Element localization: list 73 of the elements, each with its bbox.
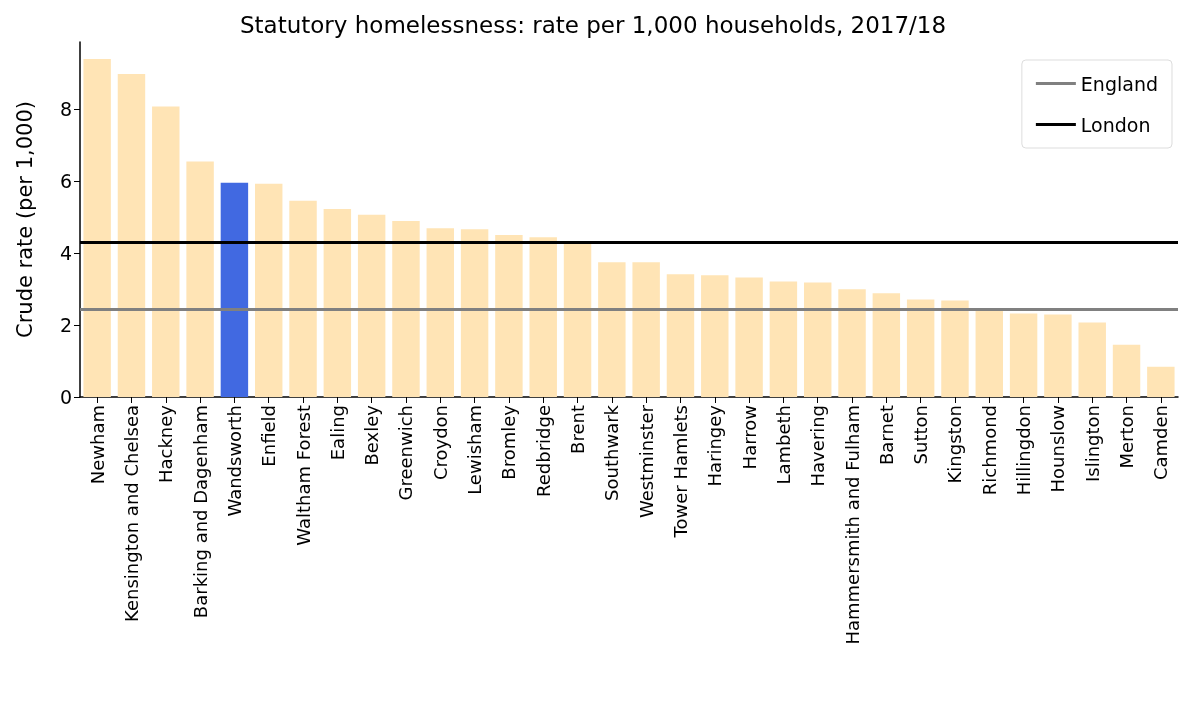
bar xyxy=(735,277,763,397)
bar xyxy=(357,214,386,397)
bar xyxy=(529,237,557,397)
bar xyxy=(769,281,798,397)
bar xyxy=(872,293,901,397)
x-tick-label: Enfield xyxy=(258,405,280,467)
x-tick-label: Richmond xyxy=(978,405,1000,496)
x-tick-label: Merton xyxy=(1116,405,1138,469)
x-tick-label: Westminster xyxy=(635,404,657,519)
bar xyxy=(323,209,352,397)
x-tick-label: Southwark xyxy=(601,404,623,501)
y-tick-label: 6 xyxy=(59,169,72,192)
chart-title: Statutory homelessness: rate per 1,000 households, 2017/18 xyxy=(239,11,947,38)
x-tick-label: Lewisham xyxy=(464,405,486,495)
bar xyxy=(392,220,420,397)
x-tick-label: Redbridge xyxy=(532,405,554,497)
bar xyxy=(289,200,317,397)
x-tick-label: Hackney xyxy=(155,404,177,484)
bar xyxy=(426,228,455,397)
x-tick-label: Bexley xyxy=(361,404,383,466)
x-tick-label: Haringey xyxy=(704,404,726,487)
legend-label: England xyxy=(1080,72,1159,95)
bar xyxy=(632,262,660,397)
bar xyxy=(701,275,729,397)
bar xyxy=(117,74,146,397)
y-tick-label: 0 xyxy=(59,386,72,408)
bar xyxy=(598,262,626,397)
x-tick-label: Wandsworth xyxy=(223,405,245,517)
bar xyxy=(563,241,592,397)
x-tick-label: Sutton xyxy=(910,405,932,465)
bar xyxy=(152,106,180,397)
bar xyxy=(495,234,523,397)
x-tick-label: Lambeth xyxy=(772,405,794,485)
bar xyxy=(838,289,866,397)
bar xyxy=(666,274,695,397)
bar xyxy=(1009,313,1038,397)
y-axis-title: Crude rate (per 1,000) xyxy=(12,101,37,338)
bar xyxy=(220,182,249,397)
x-tick-label: Kingston xyxy=(944,405,966,484)
y-tick-label: 4 xyxy=(59,241,72,264)
x-tick-label: Kensington and Chelsea xyxy=(120,405,142,622)
x-tick-label: Greenwich xyxy=(395,405,417,501)
bar xyxy=(906,299,935,397)
bar xyxy=(83,58,111,397)
y-tick-label: 8 xyxy=(59,97,72,120)
x-tick-label: Bromley xyxy=(498,404,520,480)
x-tick-label: Hounslow xyxy=(1047,405,1069,493)
x-tick-label: Hillingdon xyxy=(1013,405,1035,496)
x-tick-label: Islington xyxy=(1081,405,1103,483)
x-tick-label: Tower Hamlets xyxy=(669,405,691,539)
x-tick-label: Harrow xyxy=(738,405,760,470)
bar xyxy=(1078,322,1106,397)
x-tick-label: Waltham Forest xyxy=(292,405,314,546)
bar xyxy=(186,161,214,397)
x-tick-label: Hammersmith and Fulham xyxy=(841,405,863,645)
x-tick-label: Croydon xyxy=(429,405,451,481)
bar xyxy=(1044,314,1072,397)
legend-label: London xyxy=(1080,113,1151,136)
bar xyxy=(460,229,489,397)
bar xyxy=(1147,366,1175,397)
bar xyxy=(941,300,969,397)
x-tick-label: Newham xyxy=(86,405,108,485)
x-tick-label: Ealing xyxy=(326,405,348,461)
x-tick-label: Barking and Dagenham xyxy=(189,405,211,619)
bar xyxy=(975,310,1004,397)
bar xyxy=(1112,344,1141,397)
bar xyxy=(803,282,832,397)
x-tick-label: Barnet xyxy=(875,405,897,466)
bar xyxy=(254,183,283,397)
y-tick-label: 2 xyxy=(59,313,72,336)
x-tick-label: Brent xyxy=(567,405,589,454)
x-tick-label: Havering xyxy=(807,405,829,487)
x-tick-label: Camden xyxy=(1150,405,1172,481)
